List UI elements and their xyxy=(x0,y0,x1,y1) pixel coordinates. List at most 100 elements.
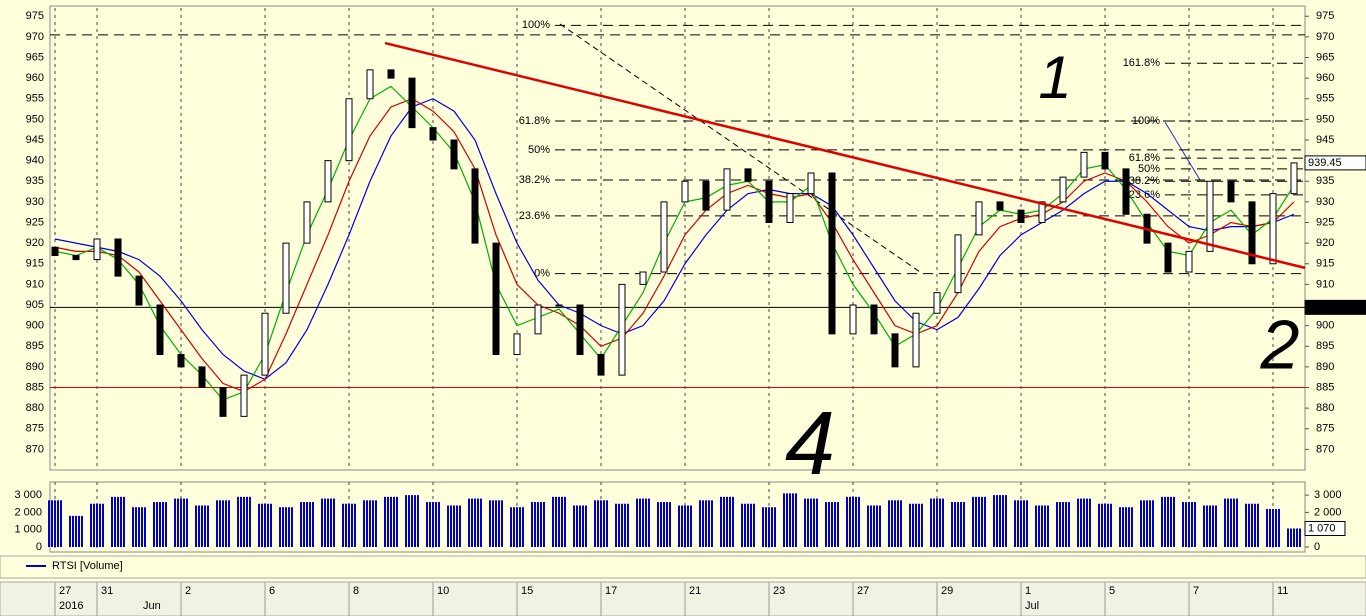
volume-bar xyxy=(327,498,329,547)
date-label: 7 xyxy=(1193,585,1199,597)
volume-bar xyxy=(834,502,836,547)
fib-label: 0% xyxy=(534,268,550,280)
volume-bar xyxy=(90,503,92,547)
volume-bar xyxy=(963,502,965,547)
volume-bar xyxy=(954,502,956,547)
candle xyxy=(996,201,1004,211)
volume-bar xyxy=(1128,507,1130,547)
volume-bar xyxy=(537,502,539,547)
volume-bar xyxy=(237,496,239,547)
volume-bar xyxy=(645,498,647,547)
volume-bar xyxy=(426,502,428,547)
volume-bar xyxy=(222,500,224,547)
candle xyxy=(135,275,143,306)
volume-bar xyxy=(678,505,680,547)
volume-bar xyxy=(69,515,71,547)
y-tick-label: 955 xyxy=(26,93,44,105)
candle xyxy=(513,333,521,355)
volume-bar xyxy=(603,500,605,547)
y-tick-label: 925 xyxy=(26,216,44,228)
candle xyxy=(408,77,416,129)
candle xyxy=(702,180,710,211)
candle xyxy=(1038,201,1046,223)
y-tick-label: 975 xyxy=(26,10,44,22)
candle xyxy=(1290,162,1298,195)
volume-bar xyxy=(1065,502,1067,547)
volume-bar xyxy=(600,500,602,547)
candle xyxy=(1164,242,1172,273)
volume-bar xyxy=(1044,505,1046,547)
volume-tick-label: 2 000 xyxy=(14,506,42,518)
volume-bar xyxy=(369,500,371,547)
y-tick-label: 905 xyxy=(26,299,44,311)
volume-bar xyxy=(939,498,941,547)
volume-tick-label: 3 000 xyxy=(14,489,42,501)
volume-bar xyxy=(60,500,62,547)
volume-bar xyxy=(72,515,74,547)
volume-bar xyxy=(429,502,431,547)
candle xyxy=(1248,201,1256,265)
volume-bar xyxy=(501,500,503,547)
volume-bar xyxy=(372,500,374,547)
volume-bar xyxy=(789,493,791,547)
volume-bar xyxy=(309,502,311,547)
volume-bar xyxy=(732,496,734,547)
volume-bar xyxy=(960,502,962,547)
volume-bar xyxy=(207,505,209,547)
volume-bar xyxy=(921,503,923,547)
volume-bar xyxy=(1173,496,1175,547)
candle xyxy=(534,304,542,335)
volume-bar xyxy=(354,503,356,547)
date-label: 23 xyxy=(773,585,785,597)
volume-bar xyxy=(474,498,476,547)
volume-bar xyxy=(1062,502,1064,547)
volume-bar xyxy=(342,503,344,547)
volume-bar xyxy=(873,505,875,547)
volume-bar xyxy=(648,498,650,547)
average-line xyxy=(54,98,1295,380)
y-tick-label-right: 945 xyxy=(1316,134,1334,146)
volume-bar xyxy=(405,495,407,547)
candle xyxy=(240,374,248,417)
volume-bar xyxy=(288,507,290,547)
candle xyxy=(807,172,815,195)
volume-bar xyxy=(216,500,218,547)
volume-bar xyxy=(1026,500,1028,547)
volume-bar xyxy=(513,507,515,547)
volume-bar xyxy=(684,505,686,547)
volume-bar xyxy=(1023,500,1025,547)
volume-bar xyxy=(765,507,767,547)
volume-bar xyxy=(1059,502,1061,547)
volume-bar xyxy=(1005,495,1007,547)
volume-bar xyxy=(138,507,140,547)
volume-bar xyxy=(510,507,512,547)
volume-bar xyxy=(117,496,119,547)
volume-bar xyxy=(624,503,626,547)
candle xyxy=(555,304,563,307)
volume-bar xyxy=(561,496,563,547)
volume-bar xyxy=(1140,500,1142,547)
volume-bar xyxy=(312,502,314,547)
volume-bar xyxy=(396,496,398,547)
date-label: 5 xyxy=(1109,585,1115,597)
volume-bar xyxy=(1122,507,1124,547)
volume-bar xyxy=(723,496,725,547)
volume-bar xyxy=(825,502,827,547)
volume-bar xyxy=(261,503,263,547)
volume-bar xyxy=(753,503,755,547)
volume-bar xyxy=(435,502,437,547)
volume-bar xyxy=(174,498,176,547)
volume-bar xyxy=(708,500,710,547)
volume-bar xyxy=(621,503,623,547)
volume-bar xyxy=(480,498,482,547)
candle xyxy=(786,193,794,223)
fib-label: 100% xyxy=(522,19,550,31)
volume-bar xyxy=(699,500,701,547)
volume-bar xyxy=(564,496,566,547)
y-tick-label-right: 930 xyxy=(1316,196,1334,208)
volume-bar xyxy=(1188,502,1190,547)
y-tick-label: 880 xyxy=(26,402,44,414)
volume-bar xyxy=(459,505,461,547)
volume-bar xyxy=(744,503,746,547)
volume-bar xyxy=(519,507,521,547)
